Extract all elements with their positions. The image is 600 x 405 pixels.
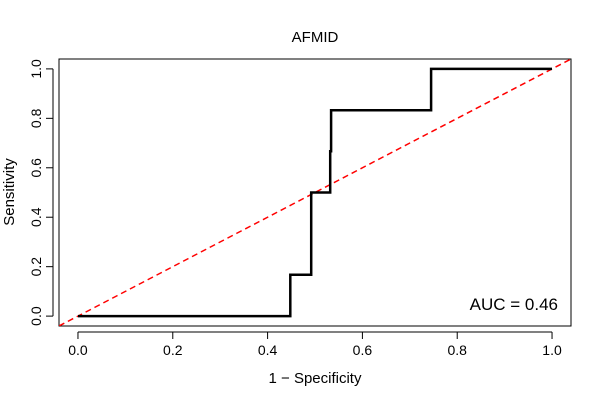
chart-title: AFMID	[292, 29, 339, 46]
x-tick-label: 0.0	[68, 342, 88, 358]
y-axis-ticks: 0.0 0.2 0.4 0.6 0.8 1.0	[28, 59, 54, 326]
x-axis-ticks: 0.0 0.2 0.4 0.6 0.8 1.0	[68, 331, 562, 358]
y-tick-label: 0.2	[28, 257, 44, 277]
y-tick-label: 0.6	[28, 158, 44, 178]
auc-annotation: AUC = 0.46	[470, 295, 558, 314]
plot-frame	[58, 58, 572, 327]
x-tick-label: 0.2	[163, 342, 183, 358]
y-tick-label: 1.0	[28, 59, 44, 79]
x-tick-label: 0.4	[258, 342, 278, 358]
reference-diagonal-line	[59, 59, 571, 326]
x-tick-label: 1.0	[542, 342, 562, 358]
y-tick-label: 0.0	[28, 306, 44, 326]
series-layer	[59, 59, 571, 326]
x-axis-label: 1 − Specificity	[269, 370, 362, 387]
roc-curve-line	[78, 67, 552, 318]
x-tick-label: 0.8	[447, 342, 467, 358]
x-tick-label: 0.6	[353, 342, 373, 358]
y-tick-label: 0.4	[28, 207, 44, 227]
y-tick-label: 0.8	[28, 108, 44, 128]
y-axis-label: Sensitivity	[1, 158, 18, 226]
